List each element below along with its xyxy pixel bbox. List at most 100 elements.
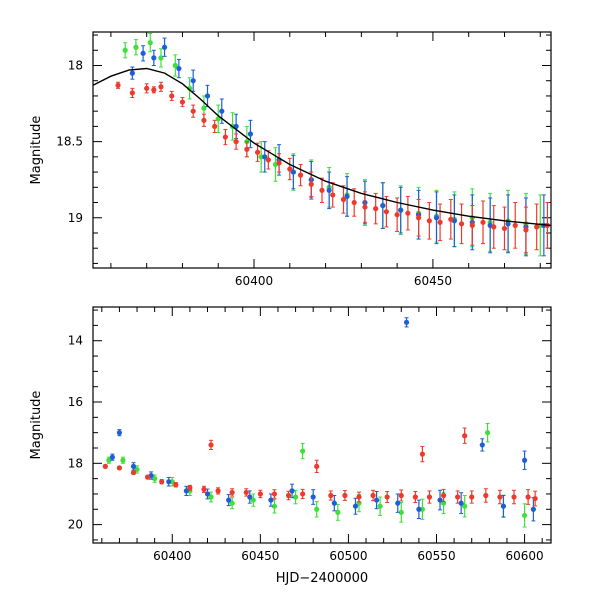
data-point [330, 192, 336, 198]
data-point [129, 90, 135, 96]
top-y-axis-label: Magnitude [29, 116, 44, 185]
data-point [426, 218, 432, 224]
data-point [151, 87, 157, 93]
data-point [190, 78, 196, 84]
data-point [351, 199, 357, 206]
data-point [469, 494, 475, 500]
top-plot-frame [92, 31, 552, 269]
data-point [109, 454, 115, 460]
data-point [271, 503, 278, 509]
data-point [534, 224, 540, 230]
data-point [532, 495, 538, 502]
data-point [462, 503, 468, 509]
data-point [201, 105, 207, 111]
data-point [352, 503, 359, 509]
data-point [201, 117, 207, 123]
data-point [356, 494, 362, 500]
data-point [287, 166, 293, 172]
data-point [226, 497, 232, 503]
data-point [384, 494, 390, 500]
data-point [480, 219, 486, 225]
data-point [247, 494, 253, 500]
data-point [219, 108, 225, 114]
x-tick-label: 60450 [241, 549, 279, 563]
data-point [511, 494, 517, 500]
data-point [115, 82, 121, 88]
data-point [172, 62, 178, 69]
data-point [440, 492, 447, 499]
data-point [129, 70, 135, 76]
data-point [173, 482, 179, 488]
data-point [340, 196, 347, 203]
data-point [300, 448, 306, 454]
data-point [500, 503, 507, 509]
data-point [258, 154, 264, 160]
data-point [208, 494, 214, 500]
data-point [268, 497, 274, 503]
data-point [134, 466, 140, 473]
data-point [377, 503, 383, 509]
data-point [416, 215, 422, 221]
data-point [319, 187, 325, 193]
data-point [398, 207, 404, 213]
data-point [147, 40, 153, 46]
data-point [458, 221, 465, 227]
data-point [102, 463, 108, 469]
data-point [437, 497, 443, 503]
data-point [497, 494, 503, 500]
data-point [244, 146, 250, 152]
y-tick-label: 18 [68, 456, 83, 470]
bottom-panel: 60400 60450 60500 60550 60600 14 16 18 20 Magnit… [29, 306, 552, 586]
data-point [159, 479, 165, 485]
data-point [120, 457, 126, 463]
data-point [484, 430, 491, 436]
data-point [116, 430, 123, 436]
data-point [297, 172, 304, 178]
bottom-plot-frame [92, 306, 552, 544]
data-point [419, 451, 426, 457]
data-point [314, 506, 320, 512]
data-point [204, 491, 211, 497]
data-point [412, 494, 418, 500]
data-point [208, 442, 214, 448]
data-point [521, 512, 528, 519]
data-point [300, 491, 306, 497]
data-point [521, 457, 528, 463]
y-tick-label: 14 [68, 334, 83, 348]
data-point [344, 193, 350, 200]
data-point [190, 108, 196, 114]
data-point [265, 157, 271, 163]
data-point [362, 204, 368, 210]
data-point [222, 134, 228, 140]
data-point [158, 55, 164, 61]
data-point [133, 44, 139, 50]
data-point [310, 494, 316, 500]
data-point [398, 492, 404, 499]
x-tick-label: 60400 [153, 549, 191, 563]
data-point [314, 463, 320, 469]
data-point [426, 494, 433, 500]
data-point [187, 485, 193, 491]
data-point [161, 44, 168, 50]
data-point [204, 93, 211, 99]
data-point [523, 227, 529, 233]
data-point [285, 492, 292, 499]
data-point [462, 433, 468, 439]
data-point [151, 55, 157, 61]
data-point [169, 93, 175, 99]
y-tick-label: 16 [68, 395, 83, 409]
bottom-y-axis-label: Magnitude [29, 391, 44, 460]
data-point [145, 474, 151, 480]
data-point [152, 476, 158, 482]
data-point [290, 169, 296, 175]
data-point [176, 65, 182, 72]
model-curve [93, 67, 551, 227]
data-point [342, 492, 348, 499]
data-point [455, 494, 461, 500]
data-point [405, 210, 411, 216]
data-point [271, 491, 278, 497]
data-point [437, 219, 443, 225]
data-point [116, 465, 123, 471]
data-point [292, 494, 299, 500]
data-point [448, 216, 454, 222]
